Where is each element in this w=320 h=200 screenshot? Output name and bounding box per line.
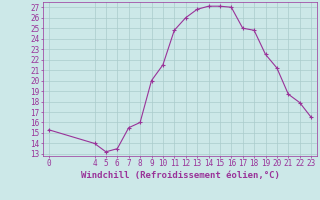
X-axis label: Windchill (Refroidissement éolien,°C): Windchill (Refroidissement éolien,°C) [81, 171, 279, 180]
